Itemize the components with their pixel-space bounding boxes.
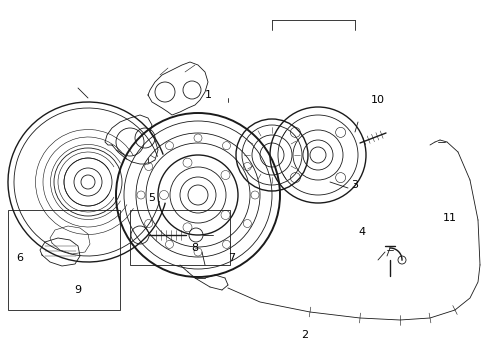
Text: 7: 7 — [228, 253, 235, 263]
Text: 6: 6 — [17, 253, 23, 263]
Text: 4: 4 — [358, 227, 365, 237]
Text: 8: 8 — [191, 243, 198, 253]
Text: 9: 9 — [74, 285, 81, 295]
Text: 10: 10 — [370, 95, 384, 105]
Text: 3: 3 — [351, 180, 358, 190]
Text: 1: 1 — [204, 90, 211, 100]
Bar — [8, 210, 120, 310]
Text: 5: 5 — [148, 193, 155, 203]
Text: 2: 2 — [301, 330, 308, 340]
Bar — [130, 210, 229, 265]
Text: 11: 11 — [442, 213, 456, 223]
